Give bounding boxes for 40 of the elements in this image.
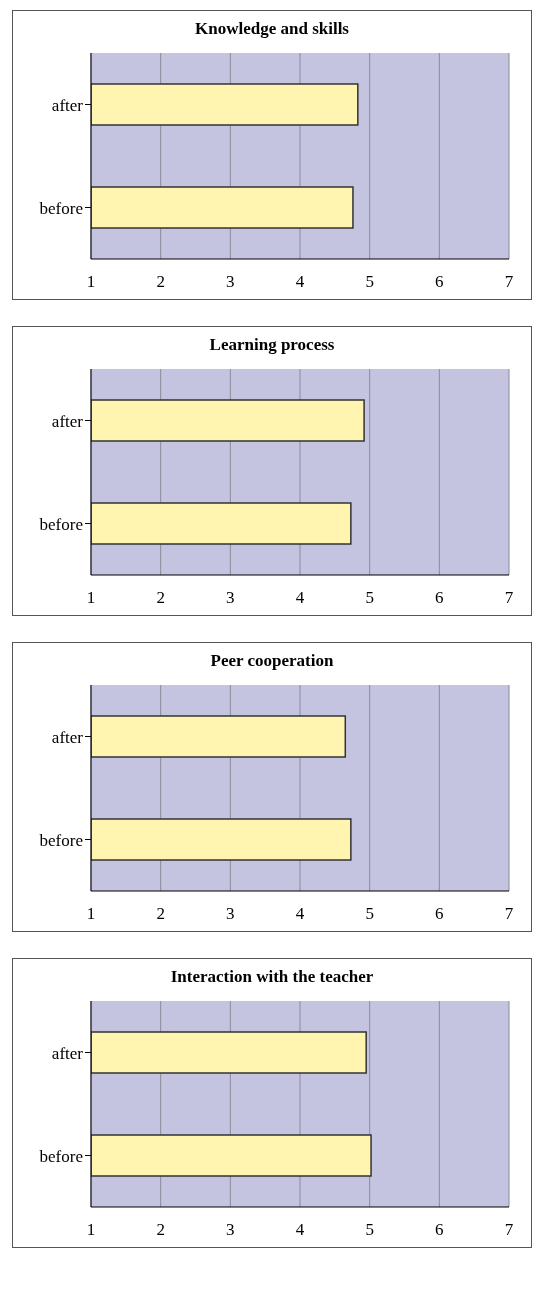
y-tick-label: before: [39, 830, 83, 850]
x-tick-label: 2: [156, 904, 165, 924]
x-tick-label: 5: [365, 1220, 374, 1240]
x-tick-label: 7: [504, 588, 514, 608]
x-tick-label: 7: [504, 1220, 514, 1240]
x-tick-label: 5: [365, 272, 374, 292]
x-tick-label: 4: [295, 272, 305, 292]
x-tick-label: 4: [295, 904, 305, 924]
x-tick-label: 3: [226, 904, 235, 924]
x-tick-label: 3: [226, 588, 235, 608]
x-tick-label: 7: [504, 272, 514, 292]
x-tick-label: 3: [226, 1220, 235, 1240]
x-tick-label: 2: [156, 588, 165, 608]
x-tick-label: 6: [435, 904, 444, 924]
x-tick-label: 5: [365, 588, 374, 608]
x-tick-label: 6: [435, 588, 444, 608]
chart-title: Interaction with the teacher: [169, 967, 375, 987]
y-tick-label: before: [39, 514, 83, 534]
x-tick-label: 1: [86, 904, 96, 924]
x-tick-label: 1: [86, 588, 96, 608]
y-tick-label: before: [39, 198, 83, 218]
chart-title: Peer cooperation: [209, 651, 335, 671]
x-tick-label: 6: [435, 272, 444, 292]
x-tick-label: 2: [156, 272, 165, 292]
x-tick-label: 2: [156, 1220, 165, 1240]
y-tick-label: after: [51, 727, 84, 747]
x-tick-label: 4: [295, 588, 305, 608]
y-tick-label: after: [51, 1043, 84, 1063]
x-tick-label: 4: [295, 1220, 305, 1240]
chart-title: Learning process: [208, 335, 336, 355]
x-tick-label: 3: [226, 272, 235, 292]
chart-title: Knowledge and skills: [194, 19, 350, 39]
x-tick-label: 5: [365, 904, 374, 924]
x-tick-label: 6: [435, 1220, 444, 1240]
x-tick-label: 7: [504, 904, 514, 924]
x-tick-label: 1: [86, 272, 96, 292]
x-tick-label: 1: [86, 1220, 96, 1240]
y-tick-label: before: [39, 1146, 83, 1166]
y-tick-label: after: [51, 411, 84, 431]
y-tick-label: after: [51, 95, 84, 115]
